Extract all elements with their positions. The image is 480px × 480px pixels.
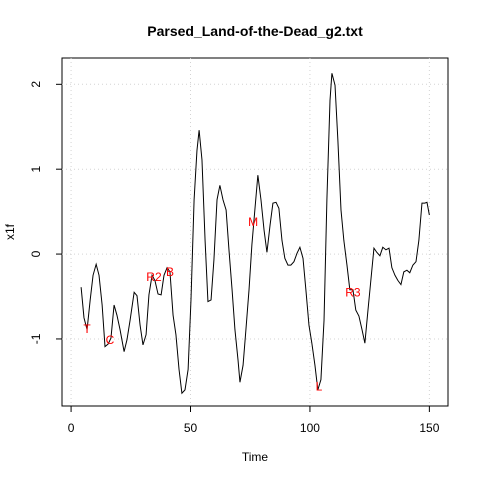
x-axis-label: Time	[242, 450, 269, 464]
plot-box	[61, 57, 449, 407]
annotation: L	[316, 379, 323, 393]
chart-title: Parsed_Land-of-the-Dead_g2.txt	[147, 23, 363, 39]
annotation: C	[106, 333, 115, 347]
x-tick-label: 0	[68, 421, 75, 435]
annotation: R2	[146, 270, 162, 284]
annotation: R3	[345, 285, 361, 299]
y-axis-label: x1f	[3, 223, 17, 240]
annotation: M	[248, 215, 258, 229]
y-tick-label: 1	[29, 166, 43, 173]
y-tick-label: 2	[29, 81, 43, 88]
x-tick-label: 150	[419, 421, 439, 435]
annotation: B	[166, 265, 174, 279]
y-tick-label: -1	[29, 333, 43, 344]
y-tick-label: 0	[29, 250, 43, 257]
line	[80, 73, 430, 395]
annotation: T	[83, 322, 91, 336]
x-tick-label: 100	[300, 421, 320, 435]
x-tick-label: 50	[184, 421, 198, 435]
